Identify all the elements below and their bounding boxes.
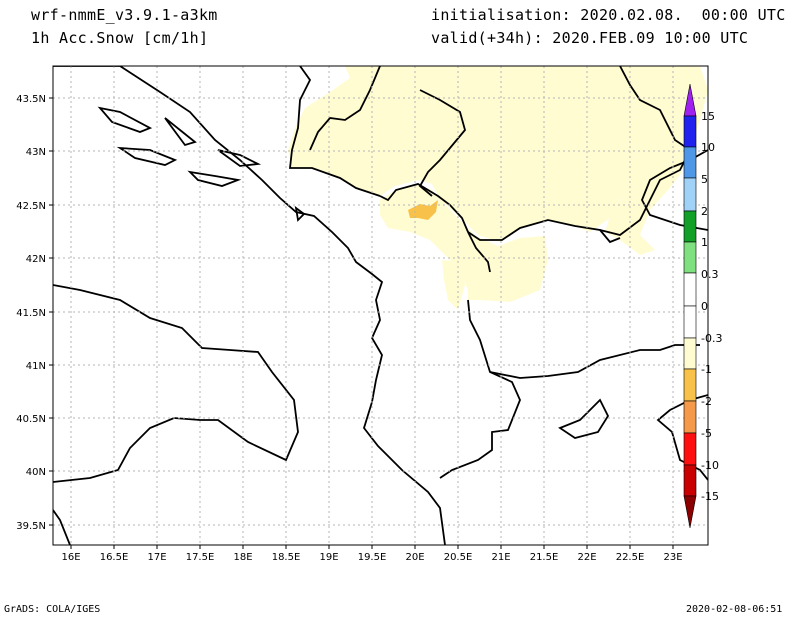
croatia-border: [288, 66, 381, 197]
legend-swatch-0: [683, 305, 697, 339]
serbia-border-north: [418, 89, 466, 197]
legend-swatch-2: [683, 210, 697, 243]
legend-label: 0: [701, 300, 708, 313]
model-title: wrf-nmmE_v3.9.1-a3km: [31, 6, 218, 24]
grid-lines: [53, 66, 708, 545]
albania-macedonia-border: [439, 299, 521, 479]
lat-label: 43.5N: [16, 94, 46, 105]
legend-label: 1: [701, 236, 708, 249]
legend-label: 15: [701, 110, 715, 123]
lat-label: 39.5N: [16, 521, 46, 532]
islands-layer: [97, 106, 306, 222]
legend-swatch-10: [683, 146, 697, 179]
legend-swatch-0.3: [683, 272, 697, 307]
island-5: [164, 117, 197, 147]
legend-label: -2: [701, 395, 712, 408]
legend-swatch-5: [683, 177, 697, 212]
valid-time: valid(+34h): 2020.FEB.09 10:00 UTC: [431, 29, 749, 47]
light-snow-patch-se: [442, 260, 465, 310]
lat-label: 43N: [26, 147, 46, 158]
lat-label: 40N: [26, 467, 46, 478]
footer-credit: GrADS: COLA/IGES: [4, 604, 101, 615]
legend-label: 0.3: [701, 268, 719, 281]
lon-label: 16E: [61, 552, 80, 563]
lat-label: 42.5N: [16, 201, 46, 212]
map-frame: [52, 65, 709, 546]
lat-label: 40.5N: [16, 414, 46, 425]
tick-marks: [49, 97, 674, 549]
kosovo-border: [467, 219, 621, 244]
aegean-island: [558, 398, 610, 439]
lon-label: 19.5E: [358, 552, 387, 563]
italian-coast: [53, 284, 299, 483]
lon-label: 21E: [491, 552, 510, 563]
lon-label: 17.5E: [186, 552, 215, 563]
init-time: initialisation: 2020.02.08. 00:00 UTC: [431, 6, 786, 24]
lon-label: 22.5E: [616, 552, 645, 563]
lon-label: 18.5E: [272, 552, 301, 563]
legend-label: -0.3: [701, 332, 722, 345]
island-4: [217, 149, 262, 167]
island-2: [116, 146, 178, 166]
legend-label: -5: [701, 427, 712, 440]
lat-label: 41N: [26, 361, 46, 372]
moderate-snow-spot: [408, 200, 438, 220]
legend-label: 5: [701, 173, 708, 186]
legend-swatch-neg5: [683, 432, 697, 466]
legend-labels: 15 10 5 2 1 0.3 0 -0.3 -1 -2 -5 -10 -15: [701, 110, 722, 503]
legend-swatch-1: [683, 241, 697, 274]
field-title: 1h Acc.Snow [cm/1h]: [31, 29, 209, 47]
legend-label: -1: [701, 363, 712, 376]
bosnia-serbia-border: [309, 66, 381, 151]
lon-label: 20E: [405, 552, 424, 563]
legend-label: -15: [701, 490, 719, 503]
lon-labels: 16E 16.5E 17E 17.5E 18E 18.5E 19E 19.5E …: [61, 552, 682, 563]
lat-label: 42N: [26, 254, 46, 265]
italian-heel-coast: [53, 509, 71, 545]
legend-swatch-15: [683, 115, 697, 148]
light-snow-area-east: [605, 66, 708, 255]
lat-label: 41.5N: [16, 308, 46, 319]
island-3: [187, 170, 242, 187]
light-snow-area-west: [405, 68, 460, 98]
legend-label: 10: [701, 141, 715, 154]
lon-label: 18E: [233, 552, 252, 563]
snow-field-layer: [255, 66, 708, 310]
lon-label: 16.5E: [100, 552, 129, 563]
legend-swatch-neg1: [683, 368, 697, 402]
light-snow-area-north: [255, 66, 665, 242]
footer-timestamp: 2020-02-08-06:51: [686, 604, 783, 615]
legend-label: 2: [701, 205, 708, 218]
island-6: [294, 205, 306, 222]
lon-label: 21.5E: [530, 552, 559, 563]
lon-label: 22E: [577, 552, 596, 563]
legend-swatch-neg2: [683, 400, 697, 434]
color-legend: [683, 83, 697, 529]
adriatic-coast: [53, 66, 446, 545]
legend-label: -10: [701, 459, 719, 472]
lon-label: 20.5E: [444, 552, 473, 563]
macedonia-greece-border: [489, 344, 700, 379]
legend-bottom-arrow: [683, 495, 697, 529]
lon-label: 23E: [663, 552, 682, 563]
legend-swatch-neg0.3: [683, 337, 697, 370]
legend-swatch-neg10: [683, 464, 697, 497]
lon-label: 19E: [319, 552, 338, 563]
lat-labels: 43.5N 43N 42.5N 42N 41.5N 41N 40.5N 40N …: [16, 94, 46, 532]
island-1: [97, 106, 153, 133]
lon-label: 17E: [147, 552, 166, 563]
